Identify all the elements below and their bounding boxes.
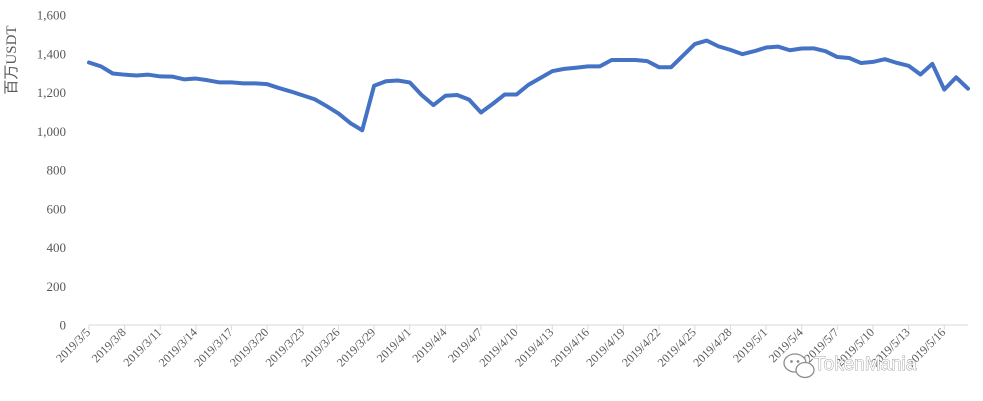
data-point	[788, 48, 792, 52]
data-point	[123, 73, 127, 77]
data-point	[645, 59, 649, 63]
y-tick-label: 1,200	[37, 85, 66, 100]
data-point	[479, 110, 483, 114]
data-point	[277, 86, 281, 90]
data-point	[669, 65, 673, 69]
x-tick-label: 2019/3/29	[334, 325, 378, 369]
watermark: TokenMania	[783, 353, 917, 379]
data-point	[408, 80, 412, 84]
data-point	[289, 90, 293, 94]
data-point	[241, 81, 245, 85]
data-point	[396, 78, 400, 82]
data-point	[491, 102, 495, 106]
data-point	[800, 47, 804, 51]
x-tick-label: 2019/5/1	[730, 325, 770, 365]
y-tick-label: 0	[60, 318, 67, 333]
data-point	[515, 92, 519, 96]
data-point	[372, 84, 376, 88]
data-point	[360, 128, 364, 132]
data-point	[111, 72, 115, 76]
data-point	[859, 61, 863, 65]
data-point	[633, 58, 637, 62]
data-point	[681, 54, 685, 58]
y-tick-label: 1,600	[37, 8, 66, 23]
data-point	[467, 98, 471, 102]
x-tick-label: 2019/4/1	[374, 325, 414, 365]
data-point	[895, 61, 899, 65]
y-tick-label: 1,000	[37, 124, 66, 139]
data-point	[158, 74, 162, 78]
data-point	[550, 69, 554, 73]
data-point	[87, 60, 91, 64]
data-point	[218, 80, 222, 84]
x-tick-label: 2019/4/4	[409, 325, 449, 365]
data-point	[348, 121, 352, 125]
data-point	[253, 81, 257, 85]
data-point	[705, 39, 709, 43]
data-point	[776, 45, 780, 49]
y-tick-label: 200	[47, 279, 67, 294]
data-point	[918, 72, 922, 76]
data-point	[182, 77, 186, 81]
wechat-icon	[783, 353, 815, 379]
data-point	[146, 73, 150, 77]
data-point	[835, 55, 839, 59]
data-point	[883, 57, 887, 61]
data-point	[954, 75, 958, 79]
data-point	[740, 52, 744, 56]
data-point	[336, 111, 340, 115]
data-point	[384, 79, 388, 83]
x-tick-label: 2019/4/28	[690, 325, 734, 369]
data-point	[752, 49, 756, 53]
data-point	[586, 64, 590, 68]
data-point	[574, 66, 578, 70]
series-line	[87, 38, 970, 133]
data-point	[942, 88, 946, 92]
data-point	[170, 75, 174, 79]
data-point	[930, 62, 934, 66]
watermark-text: TokenMania	[814, 354, 917, 375]
y-tick-label: 800	[47, 163, 67, 178]
data-point	[871, 60, 875, 64]
data-point	[206, 78, 210, 82]
data-point	[135, 73, 139, 77]
data-point	[431, 103, 435, 107]
data-point	[907, 64, 911, 68]
data-point	[527, 83, 531, 87]
data-point	[823, 49, 827, 53]
data-point	[598, 64, 602, 68]
data-point	[265, 82, 269, 86]
y-axis-label: 百万USDT	[4, 25, 20, 94]
data-point	[503, 92, 507, 96]
data-point	[812, 46, 816, 50]
y-tick-label: 400	[47, 240, 67, 255]
data-point	[693, 42, 697, 46]
data-point	[301, 93, 305, 97]
data-point	[610, 58, 614, 62]
y-axis-ticks: 0 200 400 600 800 1,000 1,200 1,400 1,600	[37, 8, 66, 333]
data-point	[443, 94, 447, 98]
data-point	[420, 93, 424, 97]
data-point	[455, 93, 459, 97]
data-point	[657, 65, 661, 69]
data-point	[847, 56, 851, 60]
data-point	[325, 104, 329, 108]
data-point	[728, 48, 732, 52]
data-point	[538, 76, 542, 80]
data-point	[562, 67, 566, 71]
data-point	[230, 80, 234, 84]
data-point	[99, 64, 103, 68]
y-tick-label: 600	[47, 201, 67, 216]
data-point	[764, 46, 768, 50]
data-point	[622, 58, 626, 62]
series-points	[87, 39, 970, 133]
data-point	[717, 44, 721, 48]
y-tick-label: 1,400	[37, 46, 66, 61]
data-point	[966, 87, 970, 91]
data-point	[313, 97, 317, 101]
data-point	[194, 77, 198, 81]
